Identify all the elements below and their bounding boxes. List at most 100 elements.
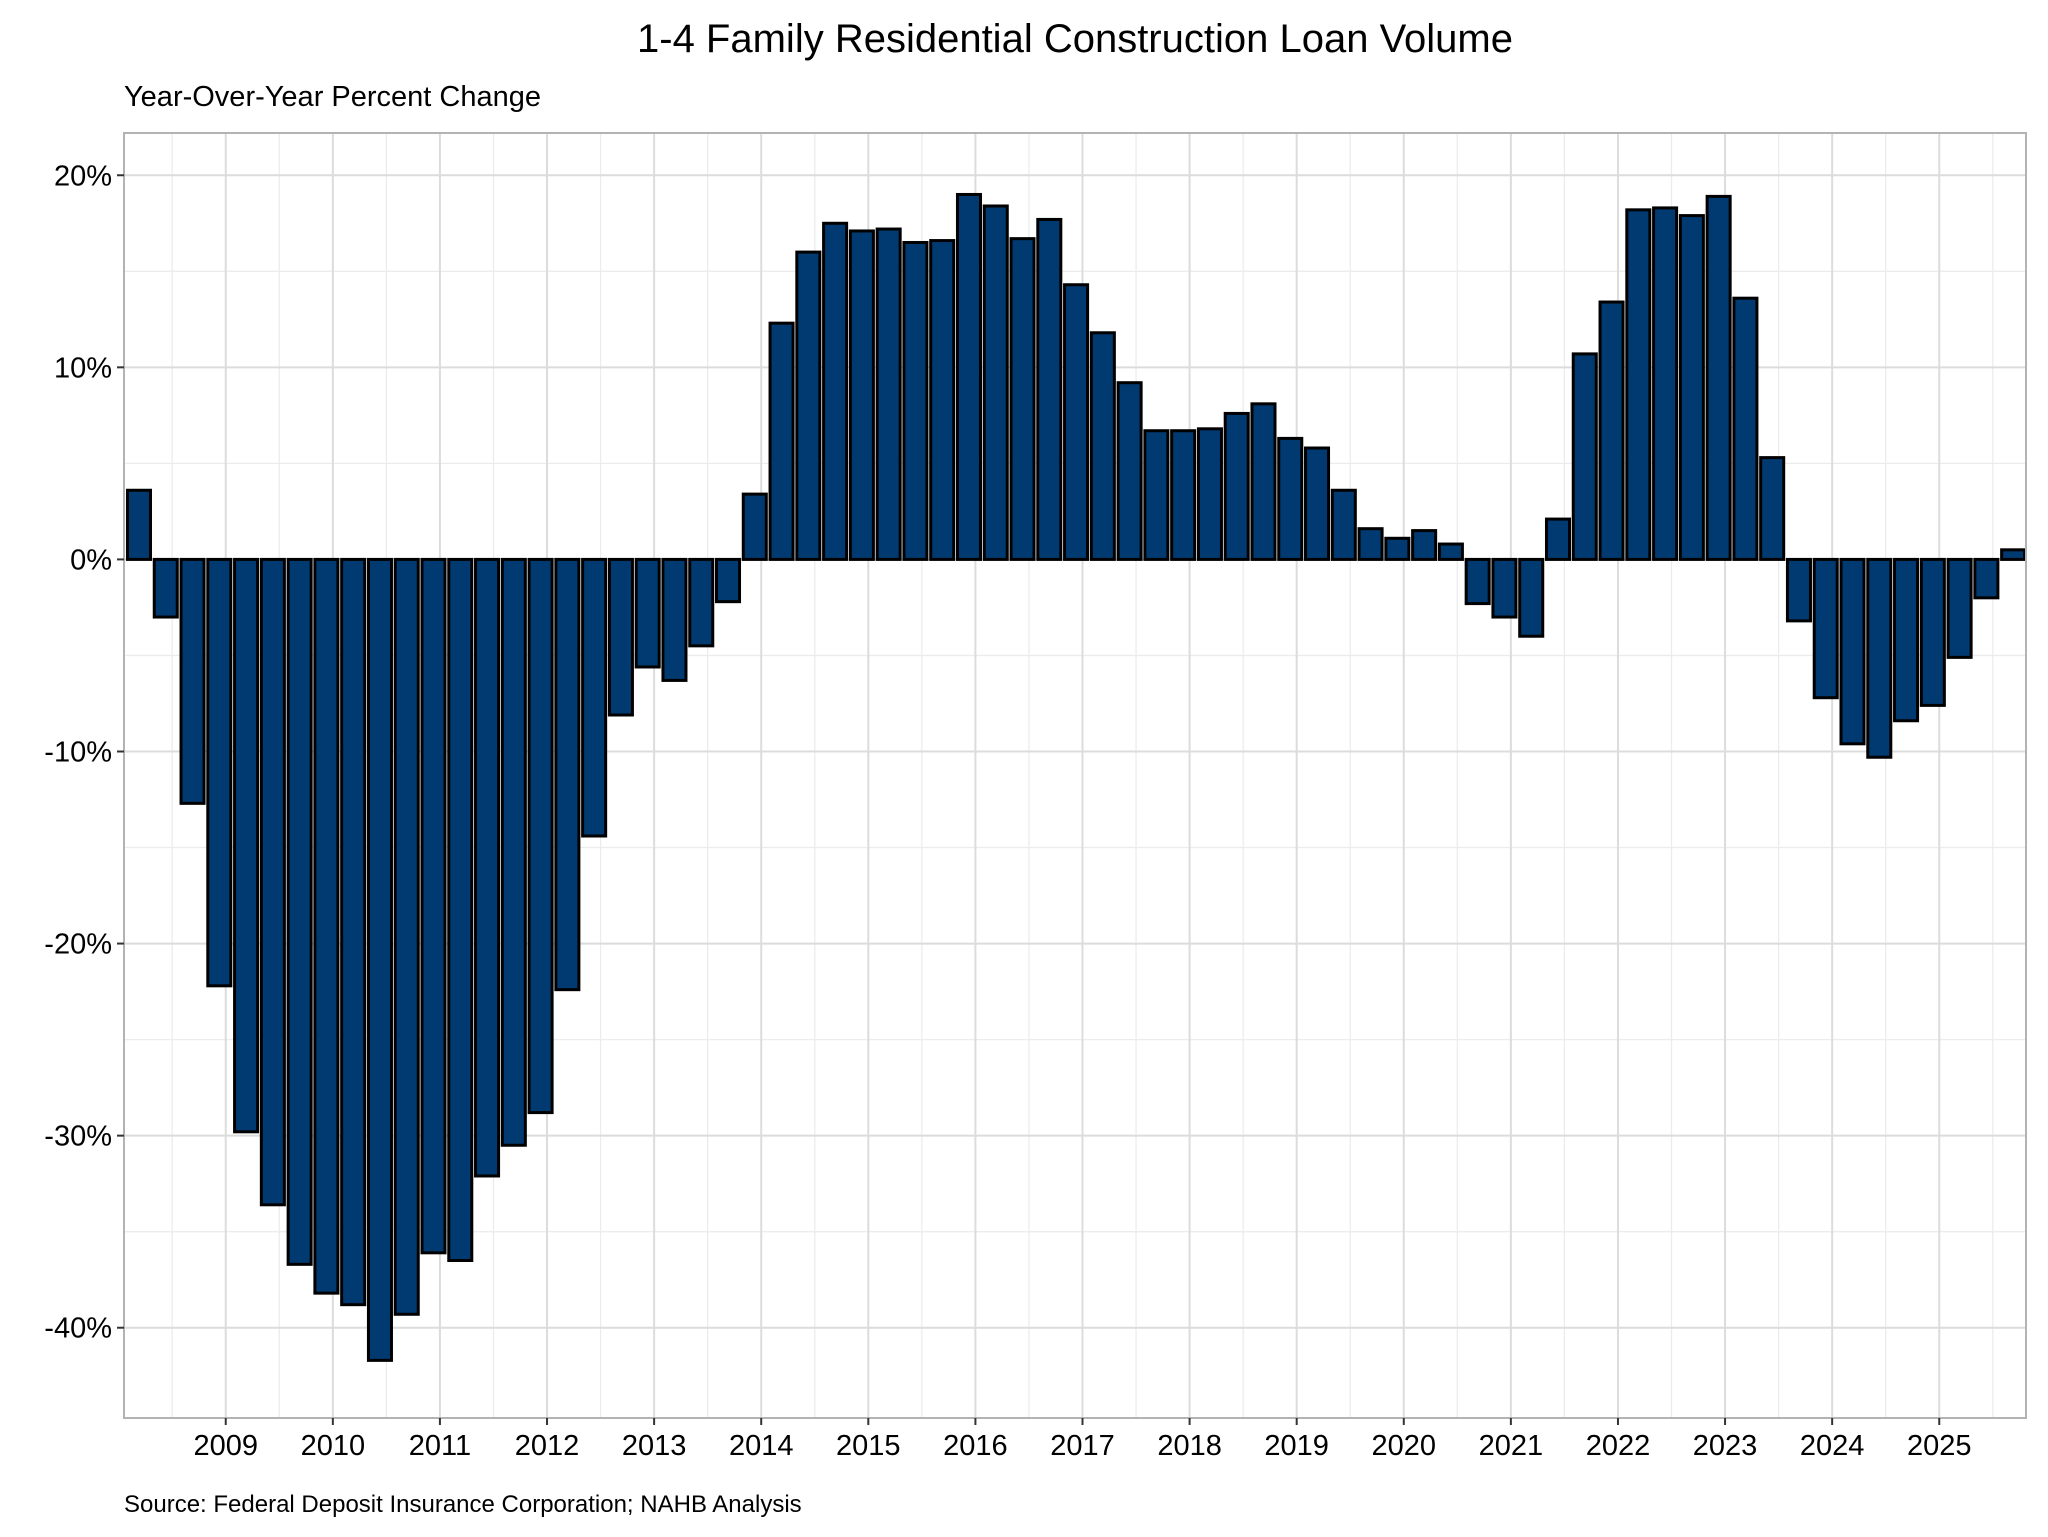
bar-2023-q4 <box>1812 557 1839 700</box>
bar-2009-q1 <box>233 557 260 1134</box>
x-tick-label: 2009 <box>193 1430 258 1462</box>
y-tick-label: -40% <box>44 1313 112 1345</box>
y-tick-label: -20% <box>44 929 112 961</box>
bar-2015-q4 <box>955 192 982 561</box>
x-tick-label: 2024 <box>1800 1430 1865 1462</box>
x-tick-label: 2019 <box>1264 1430 1329 1462</box>
bar-2014-q4 <box>848 229 875 561</box>
bar-2022-q3 <box>1678 214 1705 561</box>
bar-2016-q1 <box>982 204 1009 561</box>
bar-2017-q4 <box>1170 429 1197 561</box>
x-tick-label: 2013 <box>622 1430 687 1462</box>
y-axis: 20% 10% 0% -10% -20% -30% -40% <box>44 160 124 1345</box>
x-tick-label: 2014 <box>729 1430 794 1462</box>
x-tick-label: 2012 <box>515 1430 580 1462</box>
bar-2018-q3 <box>1250 402 1277 561</box>
bar-2016-q3 <box>1036 217 1063 561</box>
x-tick-label: 2023 <box>1693 1430 1758 1462</box>
bar-2010-q1 <box>340 557 367 1307</box>
y-tick-label: 10% <box>54 352 112 384</box>
bar-2013-q1 <box>661 557 688 682</box>
chart-subtitle: Year-Over-Year Percent Change <box>124 81 541 113</box>
bar-2020-q3 <box>1464 557 1491 606</box>
bar-2023-q2 <box>1759 456 1786 561</box>
gridlines <box>124 133 2026 1418</box>
x-axis: 2009 2010 2011 2012 2013 2014 2015 2016 2017 2018… <box>193 1418 1972 1462</box>
bar-2017-q2 <box>1116 381 1143 561</box>
bar-2009-q2 <box>259 557 286 1207</box>
bar-2011-q2 <box>474 557 501 1178</box>
bars <box>125 192 2027 1362</box>
bar-2008-q2 <box>152 557 179 619</box>
bar-2012-q4 <box>634 557 661 669</box>
bar-2012-q3 <box>607 557 634 717</box>
bar-2013-q2 <box>688 557 715 648</box>
bar-2011-q3 <box>500 557 527 1147</box>
y-tick-label: -10% <box>44 736 112 768</box>
bar-2014-q1 <box>768 321 795 561</box>
x-tick-label: 2017 <box>1050 1430 1115 1462</box>
x-tick-label: 2015 <box>836 1430 901 1462</box>
bar-2022-q2 <box>1652 206 1679 561</box>
source-caption: Source: Federal Deposit Insurance Corpor… <box>124 1491 802 1518</box>
bar-2012-q2 <box>581 557 608 838</box>
bar-2015-q3 <box>929 239 956 561</box>
bar-2015-q2 <box>902 240 929 561</box>
x-tick-label: 2011 <box>409 1430 471 1462</box>
bar-2019-q4 <box>1384 536 1411 561</box>
bar-2011-q1 <box>447 557 474 1262</box>
bar-2008-q1 <box>125 488 153 561</box>
bar-2022-q4 <box>1705 194 1732 561</box>
plot-border <box>123 132 2027 1419</box>
bar-2013-q4 <box>741 492 768 561</box>
bar-2009-q3 <box>286 557 313 1266</box>
bar-2020-q1 <box>1411 529 1438 561</box>
bar-2021-q3 <box>1571 352 1598 561</box>
bar-2020-q4 <box>1491 557 1518 619</box>
bar-2017-q3 <box>1143 429 1170 561</box>
bar-2016-q2 <box>1009 237 1036 561</box>
bar-2015-q1 <box>875 227 902 561</box>
bar-2010-q3 <box>393 557 420 1316</box>
bar-2024-q3 <box>1893 557 1920 723</box>
x-tick-label: 2025 <box>1907 1430 1972 1462</box>
bar-2019-q3 <box>1357 527 1384 561</box>
bar-2022-q1 <box>1625 208 1652 561</box>
bar-2014-q3 <box>822 221 849 561</box>
bar-2009-q4 <box>313 557 340 1295</box>
bar-2016-q4 <box>1063 283 1090 561</box>
bar-2025-q1 <box>1946 557 1973 659</box>
bar-2024-q4 <box>1919 557 1946 707</box>
y-tick-label: 20% <box>54 160 112 192</box>
bar-2019-q2 <box>1330 488 1357 561</box>
bar-2008-q4 <box>206 557 233 988</box>
chart-title: 1-4 Family Residential Construction Loan… <box>637 17 1513 61</box>
bar-2017-q1 <box>1089 331 1116 561</box>
bar-2018-q2 <box>1223 411 1250 561</box>
bar-2023-q3 <box>1785 557 1812 623</box>
bar-2019-q1 <box>1304 446 1331 561</box>
bar-2011-q4 <box>527 557 554 1115</box>
y-tick-label: 0% <box>70 544 112 576</box>
x-tick-label: 2020 <box>1372 1430 1437 1462</box>
bar-2021-q2 <box>1544 517 1572 561</box>
bar-2020-q2 <box>1437 542 1464 561</box>
bar-2021-q4 <box>1598 300 1625 561</box>
bar-2012-q1 <box>554 557 581 992</box>
x-tick-label: 2016 <box>943 1430 1008 1462</box>
x-tick-label: 2021 <box>1479 1430 1544 1462</box>
bar-2010-q2 <box>366 557 393 1362</box>
bar-2018-q4 <box>1277 436 1304 561</box>
bar-2024-q1 <box>1839 557 1866 746</box>
bar-2025-q2 <box>1973 557 2000 600</box>
bar-2013-q3 <box>715 557 742 604</box>
bar-2024-q2 <box>1866 557 1893 759</box>
x-tick-label: 2022 <box>1586 1430 1651 1462</box>
bar-2023-q1 <box>1732 296 1759 561</box>
bar-2018-q1 <box>1196 427 1223 561</box>
y-tick-label: -30% <box>44 1121 112 1153</box>
bar-2014-q2 <box>795 250 822 561</box>
bar-2008-q3 <box>179 557 206 805</box>
bar-2010-q4 <box>420 557 447 1255</box>
